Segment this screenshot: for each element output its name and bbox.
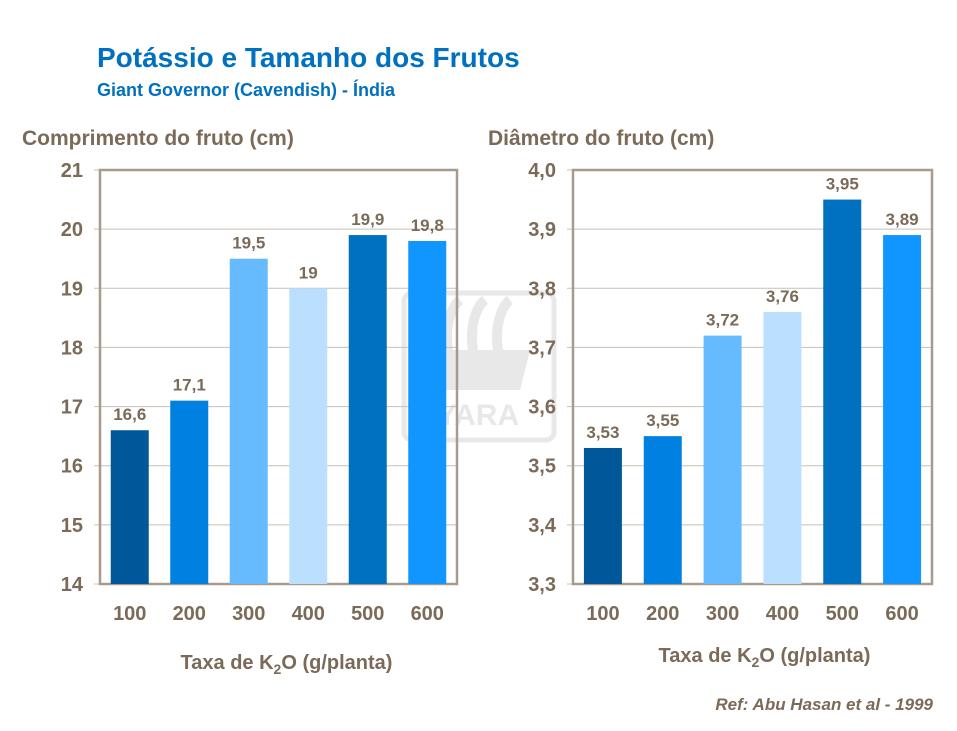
y-tick-label: 19	[61, 278, 83, 300]
x-tick-label: 200	[173, 603, 206, 625]
x-tick-label: 600	[885, 603, 918, 625]
y-tick-label: 21	[61, 160, 83, 182]
logo-text: YARA	[437, 399, 519, 432]
data-label: 3,95	[826, 175, 859, 194]
y-tick-label: 15	[61, 515, 83, 537]
y-tick-label: 3,9	[528, 219, 556, 241]
x-tick-label: 100	[113, 603, 146, 625]
logo-sail	[492, 295, 514, 380]
reference: Ref: Abu Hasan et al - 1999	[715, 695, 933, 714]
yara-logo-watermark: YARA	[401, 290, 557, 443]
plot-frame	[571, 168, 934, 586]
bar	[170, 400, 209, 584]
bar	[883, 235, 922, 585]
data-label: 19	[299, 263, 318, 282]
chart-1: Comprimento do fruto (cm) 14 15 16 17 18 19 20 2…	[22, 127, 459, 677]
x-axis-label: Taxa de K2O (g/planta)	[181, 652, 393, 677]
plot-frame	[98, 168, 459, 586]
y-tick-label: 14	[61, 574, 84, 596]
chart-title: Diâmetro do fruto (cm)	[488, 127, 714, 150]
logo-sail	[442, 295, 464, 380]
data-label: 3,89	[886, 210, 919, 229]
bar	[229, 258, 268, 584]
x-tick-label: 300	[232, 603, 265, 625]
x-tick-label: 600	[411, 603, 444, 625]
bar	[110, 430, 149, 584]
bar	[348, 235, 387, 585]
logo-ship	[420, 350, 530, 390]
x-tick-label: 100	[586, 603, 619, 625]
bar	[643, 436, 682, 584]
x-tick-label: 200	[646, 603, 679, 625]
bar	[763, 311, 802, 584]
data-label: 19,5	[232, 234, 265, 253]
y-tick-label: 20	[61, 219, 83, 241]
data-label: 3,76	[766, 287, 799, 306]
data-label: 19,9	[351, 210, 384, 229]
chart-2: Diâmetro do fruto (cm) 3,3 3,4 3,5 3,6 3,7 3,8…	[488, 127, 934, 670]
y-tick-label: 3,3	[528, 574, 556, 596]
bar	[289, 288, 328, 584]
data-label: 16,6	[113, 405, 146, 424]
x-tick-label: 300	[706, 603, 739, 625]
data-label: 3,55	[646, 411, 679, 430]
y-tick-label: 4,0	[528, 160, 556, 182]
y-tick-label: 17	[61, 397, 83, 419]
x-tick-label: 400	[766, 603, 799, 625]
y-tick-label: 3,8	[528, 278, 556, 300]
y-tick-label: 3,5	[528, 456, 556, 478]
chart-title: Comprimento do fruto (cm)	[22, 127, 294, 150]
data-label: 19,8	[411, 216, 444, 235]
bar	[583, 447, 622, 584]
data-label: 3,72	[706, 311, 739, 330]
logo-sail	[467, 295, 489, 380]
page-subtitle: Giant Governor (Cavendish) - Índia	[97, 80, 396, 100]
y-tick-label: 3,7	[528, 337, 556, 359]
x-tick-label: 500	[351, 603, 384, 625]
bar	[823, 199, 862, 585]
y-tick-label: 3,4	[528, 515, 557, 537]
data-label: 3,53	[586, 423, 619, 442]
y-tick-label: 16	[61, 456, 83, 478]
data-label: 17,1	[173, 376, 206, 395]
bar	[408, 240, 447, 584]
x-axis-label: Taxa de K2O (g/planta)	[659, 645, 871, 670]
y-tick-label: 3,6	[528, 397, 556, 419]
x-tick-label: 500	[826, 603, 859, 625]
bar	[703, 335, 742, 584]
logo-frame	[401, 290, 557, 443]
page-title: Potássio e Tamanho dos Frutos	[97, 42, 520, 73]
y-tick-label: 18	[61, 337, 83, 359]
x-tick-label: 400	[292, 603, 325, 625]
